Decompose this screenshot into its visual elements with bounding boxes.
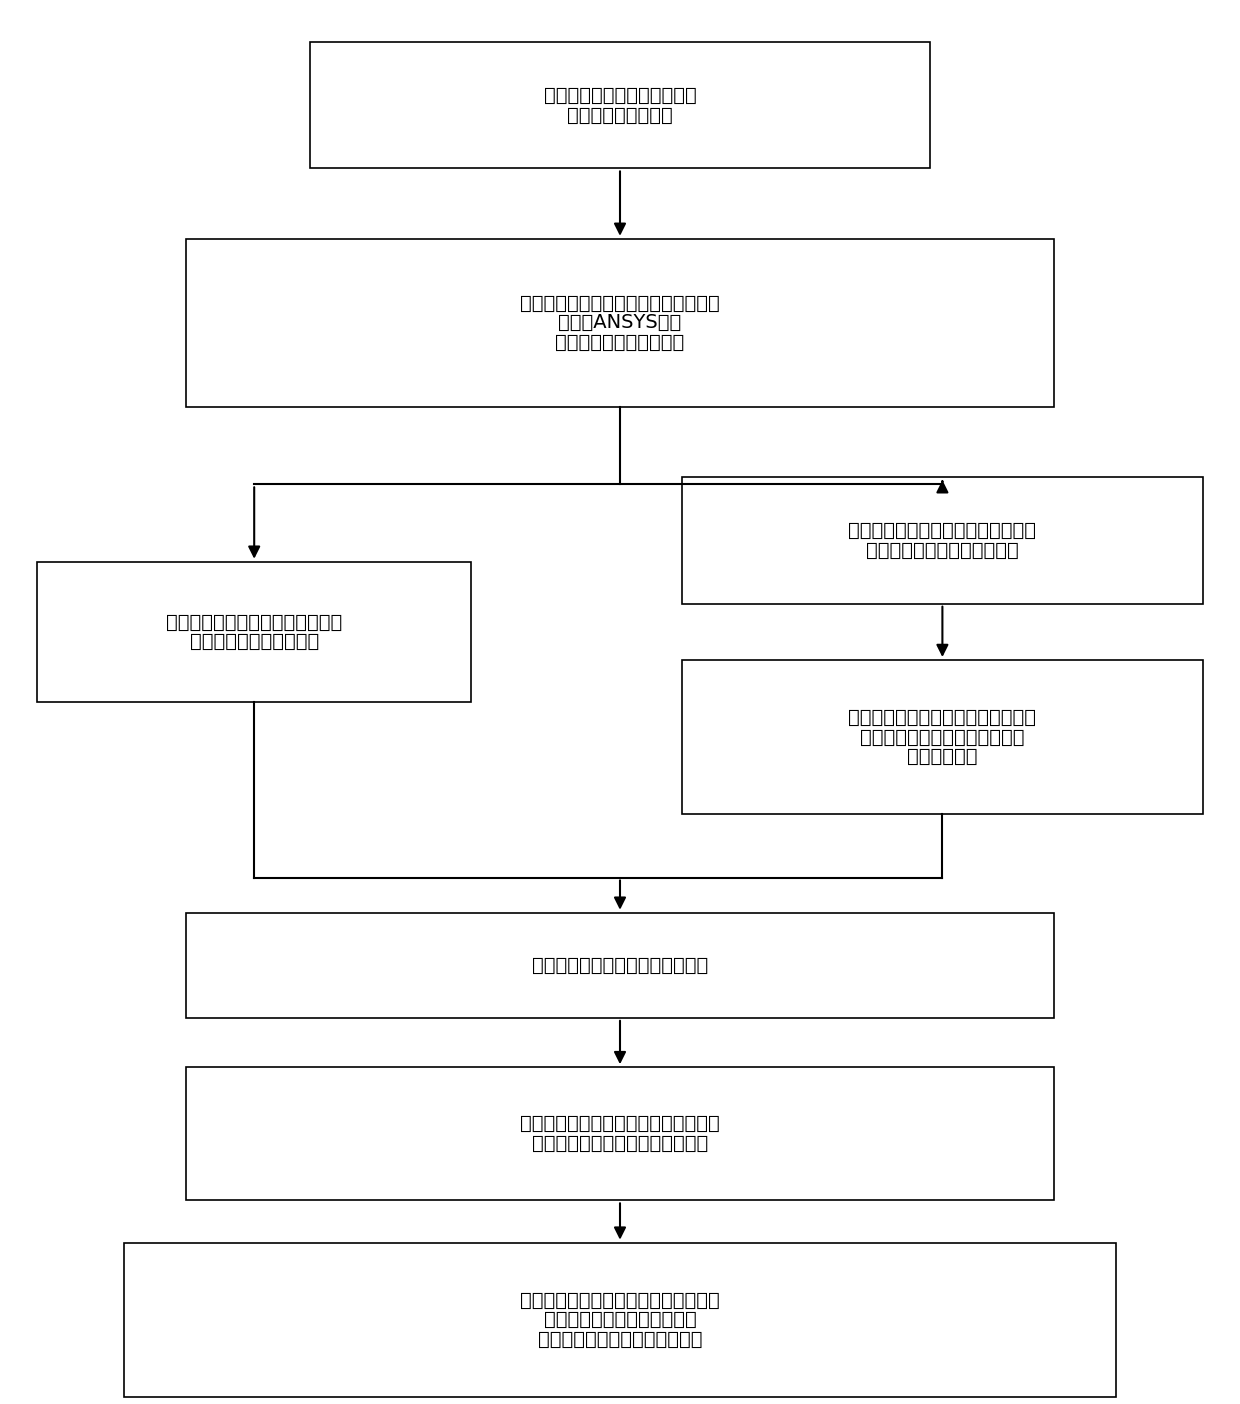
Text: 点变形前后的坐标转换矩阵，: 点变形前后的坐标转换矩阵， — [543, 1310, 697, 1330]
FancyBboxPatch shape — [186, 913, 1054, 1018]
Text: 及其对应的模态振型矩阵: 及其对应的模态振型矩阵 — [190, 632, 319, 651]
Text: 想位置，计算变形后连接点的位置: 想位置，计算变形后连接点的位置 — [532, 1134, 708, 1153]
Text: 应的应变模态矩阵，计算副面的: 应的应变模态矩阵，计算副面的 — [861, 727, 1024, 747]
Text: 并利用ANSYS建立: 并利用ANSYS建立 — [558, 313, 682, 333]
Text: 根据天线撑腿与副面连接点的位移和理: 根据天线撑腿与副面连接点的位移和理 — [520, 1115, 720, 1133]
Text: 双反射面天线有限元模型: 双反射面天线有限元模型 — [556, 333, 684, 352]
FancyBboxPatch shape — [186, 1067, 1054, 1200]
FancyBboxPatch shape — [682, 660, 1203, 814]
Text: 计算天线撑腿与副面连接点的位移: 计算天线撑腿与副面连接点的位移 — [532, 956, 708, 974]
Text: 计算副面顶点变形前后的平移量与连接: 计算副面顶点变形前后的平移量与连接 — [520, 1290, 720, 1310]
FancyBboxPatch shape — [124, 1243, 1116, 1397]
Text: 从而得到副面变形后的位置姿态: 从而得到副面变形后的位置姿态 — [538, 1330, 702, 1349]
FancyBboxPatch shape — [310, 42, 930, 168]
FancyBboxPatch shape — [186, 239, 1054, 407]
Text: 确定天线撑腿上应变传感器处的节点: 确定天线撑腿上应变传感器处的节点 — [848, 521, 1037, 541]
Text: 应变传感器布局方案: 应变传感器布局方案 — [567, 105, 673, 125]
Text: 及其对应的应变模态振型矩阵: 及其对应的应变模态振型矩阵 — [866, 541, 1019, 560]
Text: 确定双反射面天线结构方案、: 确定双反射面天线结构方案、 — [543, 86, 697, 105]
Text: 广义模态坐标: 广义模态坐标 — [908, 747, 977, 767]
FancyBboxPatch shape — [37, 562, 471, 702]
Text: 根据应变传感器的测量值与其节点对: 根据应变传感器的测量值与其节点对 — [848, 708, 1037, 727]
Text: 提取天线撑腿上应变传感器的测量值，: 提取天线撑腿上应变传感器的测量值， — [520, 293, 720, 313]
FancyBboxPatch shape — [682, 477, 1203, 604]
Text: 确定天线撑腿与副面连接处的节点: 确定天线撑腿与副面连接处的节点 — [166, 612, 342, 632]
